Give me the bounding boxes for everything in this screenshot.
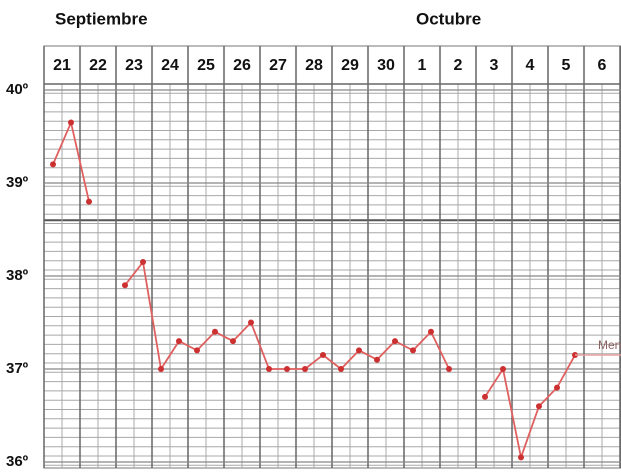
x-tick-label: 27: [269, 57, 287, 74]
month-label: Octubre: [416, 9, 481, 28]
x-tick-label: 5: [562, 57, 571, 74]
temperature-point: [410, 347, 416, 354]
temperature-point: [86, 198, 92, 205]
temperature-point: [338, 366, 344, 372]
month-label: Septiembre: [55, 9, 148, 28]
temperature-point: [374, 356, 380, 363]
y-tick-label: 39º: [6, 174, 29, 191]
temperature-point: [392, 338, 398, 345]
temperature-point: [446, 366, 452, 372]
temperature-point: [68, 119, 74, 126]
x-tick-label: 1: [418, 57, 427, 74]
x-tick-label: 28: [305, 57, 323, 74]
x-tick-label: 24: [161, 57, 179, 74]
x-tick-label: 25: [197, 57, 215, 74]
temperature-point: [482, 393, 488, 400]
temperature-point: [518, 454, 524, 461]
temperature-point: [50, 161, 56, 168]
temperature-point: [176, 338, 182, 345]
y-tick-label: 37º: [6, 360, 29, 377]
x-tick-label: 23: [125, 57, 143, 74]
x-tick-label: 2: [454, 57, 463, 74]
temperature-point: [248, 319, 254, 326]
x-tick-label: 3: [490, 57, 499, 74]
x-tick-label: 6: [598, 57, 607, 74]
temperature-point: [284, 366, 290, 372]
y-tick-label: 38º: [6, 267, 29, 284]
temperature-point: [302, 366, 308, 372]
temperature-point: [428, 328, 434, 335]
x-tick-label: 4: [526, 57, 535, 74]
temperature-point: [230, 338, 236, 345]
temperature-point: [356, 347, 362, 354]
temperature-point: [266, 366, 272, 372]
x-tick-label: 26: [233, 57, 251, 74]
y-tick-label: 40º: [6, 81, 29, 98]
x-tick-label: 29: [341, 57, 359, 74]
temperature-point: [140, 259, 146, 266]
annotation: Men: [598, 338, 621, 352]
x-tick-label: 21: [53, 57, 71, 74]
temperature-point: [500, 366, 506, 372]
temperature-point: [536, 403, 542, 410]
y-tick-label: 36º: [6, 453, 29, 470]
temperature-point: [122, 282, 128, 289]
temperature-point: [320, 352, 326, 359]
temperature-point: [158, 366, 164, 372]
temperature-point: [194, 347, 200, 354]
x-tick-label: 22: [89, 57, 107, 74]
temperature-point: [554, 384, 560, 391]
temperature-point: [212, 328, 218, 335]
x-tick-label: 30: [377, 57, 395, 74]
